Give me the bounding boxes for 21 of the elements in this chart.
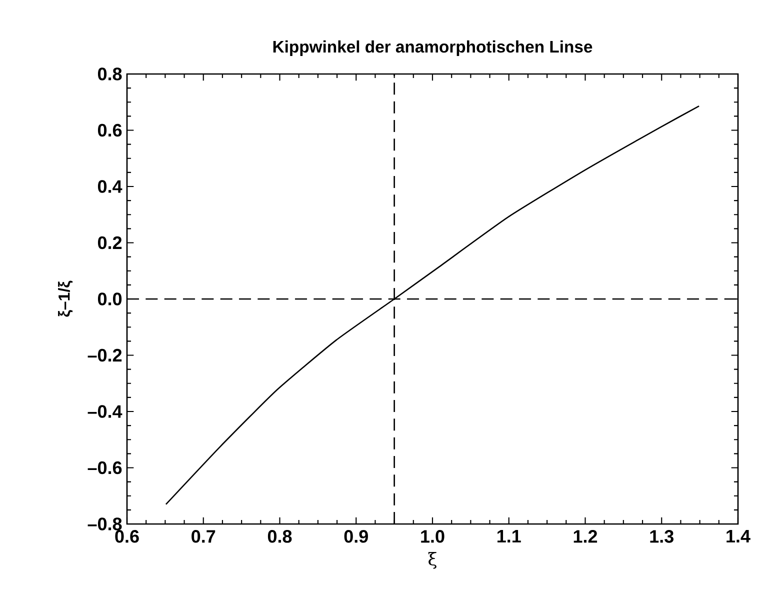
- y-tick-label: 0.0: [98, 292, 122, 306]
- y-tick-label: –0.2: [88, 348, 122, 362]
- x-axis-title: ξ: [428, 552, 436, 569]
- x-tick-label: 0.7: [192, 530, 216, 543]
- x-tick-label: 1.1: [497, 530, 521, 542]
- y-tick-label: 0.2: [98, 236, 122, 250]
- x-tick-label: 0.8: [268, 530, 292, 543]
- x-tick-label: 1.4: [726, 530, 750, 542]
- x-tick-label: 1.3: [650, 530, 674, 543]
- y-tick-label: –0.8: [88, 518, 122, 530]
- x-tick-label: 0.6: [115, 530, 139, 543]
- y-tick-label: 0.8: [98, 68, 122, 80]
- y-tick-label: 0.4: [98, 180, 122, 193]
- y-tick-label: 0.6: [98, 124, 122, 137]
- y-tick-label: –0.6: [88, 461, 122, 474]
- y-axis-title: ξ–1/ξ: [58, 280, 73, 317]
- x-tick-label: 1.2: [574, 530, 598, 543]
- x-tick-label: 1.0: [421, 530, 444, 543]
- y-tick-label: –0.4: [88, 405, 122, 418]
- x-tick-label: 0.9: [344, 530, 368, 543]
- chart-title: Kippwinkel der anamorphotischen Linse: [273, 40, 592, 56]
